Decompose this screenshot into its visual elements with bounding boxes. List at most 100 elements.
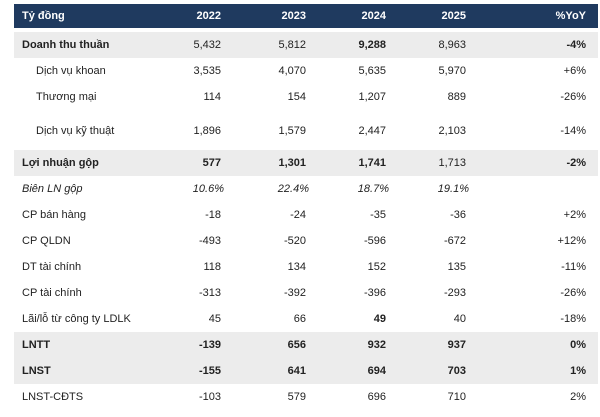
cell-2022: -313 xyxy=(198,287,221,299)
table-row: LNST -155 641 694 703 1% xyxy=(14,358,598,384)
row-label: Dịch vụ kỹ thuật xyxy=(36,125,115,137)
cell-2022: -493 xyxy=(198,235,221,247)
row-label: CP bán hàng xyxy=(22,209,87,221)
row-label: LNST-CĐTS xyxy=(22,391,84,403)
cell-2024: -35 xyxy=(370,209,386,221)
cell-2022: -139 xyxy=(198,339,221,351)
cell-2022: 1,896 xyxy=(193,125,221,137)
cell-2024: 1,207 xyxy=(358,91,386,103)
cell-2023: 4,070 xyxy=(278,65,306,77)
header-yoy: %YoY xyxy=(555,10,586,22)
cell-2025: -672 xyxy=(443,235,466,247)
table-row: Lãi/lỗ từ công ty LDLK 45 66 49 40 -18% xyxy=(14,306,598,332)
header-unit-label: Tỷ đồng xyxy=(22,10,65,22)
header-2023: 2023 xyxy=(281,10,306,22)
cell-2024: 9,288 xyxy=(358,39,386,51)
cell-2023: 656 xyxy=(287,339,306,351)
cell-2024: 18.7% xyxy=(357,183,389,195)
cell-2023: 66 xyxy=(293,313,306,325)
row-label: LNST xyxy=(22,365,51,377)
table-row: Thương mại 114 154 1,207 889 -26% xyxy=(14,84,598,110)
cell-2024: 696 xyxy=(367,391,386,403)
table-row: DT tài chính 118 134 152 135 -11% xyxy=(14,254,598,280)
table-row: CP QLDN -493 -520 -596 -672 +12% xyxy=(14,228,598,254)
row-label: DT tài chính xyxy=(22,261,82,273)
cell-2023: 1,579 xyxy=(278,125,306,137)
table-header: Tỷ đồng 2022 2023 2024 2025 %YoY xyxy=(14,4,598,28)
header-2024: 2024 xyxy=(361,10,386,22)
header-2022: 2022 xyxy=(196,10,221,22)
table-row: LNST-CĐTS -103 579 696 710 2% xyxy=(14,384,598,410)
row-label: Doanh thu thuần xyxy=(22,39,110,51)
financial-table: Tỷ đồng 2022 2023 2024 2025 %YoY Doanh t… xyxy=(14,4,598,410)
cell-2025: 8,963 xyxy=(438,39,466,51)
cell-2022: -155 xyxy=(198,365,221,377)
table-row: CP bán hàng -18 -24 -35 -36 +2% xyxy=(14,202,598,228)
cell-2025: 19.1% xyxy=(437,183,469,195)
cell-yoy: +6% xyxy=(563,65,586,77)
cell-2023: -392 xyxy=(283,287,306,299)
cell-yoy: +12% xyxy=(557,235,586,247)
row-label: CP tài chính xyxy=(22,287,82,299)
cell-2024: 694 xyxy=(367,365,386,377)
header-2025: 2025 xyxy=(441,10,466,22)
cell-2025: 937 xyxy=(447,339,466,351)
row-label: Thương mại xyxy=(36,91,97,103)
cell-2022: 118 xyxy=(203,261,221,273)
row-label: Biên LN gộp xyxy=(22,183,83,195)
cell-yoy: -18% xyxy=(560,313,586,325)
cell-2025: 5,970 xyxy=(438,65,466,77)
cell-2022: 114 xyxy=(203,91,221,103)
cell-2022: 10.6% xyxy=(192,183,224,195)
cell-2025: 40 xyxy=(453,313,466,325)
cell-2023: -520 xyxy=(283,235,306,247)
cell-2022: -18 xyxy=(205,209,221,221)
cell-2025: 703 xyxy=(447,365,466,377)
cell-2025: 889 xyxy=(447,91,466,103)
row-label: LNTT xyxy=(22,339,51,351)
cell-2025: 135 xyxy=(447,261,466,273)
cell-2022: 5,432 xyxy=(193,39,221,51)
row-label: Lãi/lỗ từ công ty LDLK xyxy=(22,313,131,325)
row-label: Lợi nhuận gộp xyxy=(22,157,99,169)
cell-2024: 5,635 xyxy=(358,65,386,77)
cell-yoy: 2% xyxy=(570,391,586,403)
cell-2022: 577 xyxy=(202,157,221,169)
cell-yoy: -11% xyxy=(561,261,586,273)
cell-yoy: -26% xyxy=(560,91,586,103)
table-row: Dịch vụ kỹ thuật 1,896 1,579 2,447 2,103… xyxy=(14,118,598,144)
cell-2024: 932 xyxy=(367,339,386,351)
cell-2025: -293 xyxy=(443,287,466,299)
cell-2025: 1,713 xyxy=(438,157,466,169)
cell-yoy: -4% xyxy=(566,39,586,51)
cell-2023: 579 xyxy=(287,391,306,403)
cell-yoy: -26% xyxy=(560,287,586,299)
cell-2023: 134 xyxy=(287,261,306,273)
table-row: LNTT -139 656 932 937 0% xyxy=(14,332,598,358)
row-label: CP QLDN xyxy=(22,235,71,247)
cell-2023: 22.4% xyxy=(277,183,309,195)
cell-2022: -103 xyxy=(198,391,221,403)
table-row: CP tài chính -313 -392 -396 -293 -26% xyxy=(14,280,598,306)
cell-2025: 2,103 xyxy=(438,125,466,137)
cell-2022: 3,535 xyxy=(193,65,221,77)
cell-yoy: +2% xyxy=(563,209,586,221)
cell-2024: 2,447 xyxy=(358,125,386,137)
cell-2025: 710 xyxy=(447,391,466,403)
cell-2022: 45 xyxy=(208,313,221,325)
cell-2024: 152 xyxy=(367,261,386,273)
cell-2024: 49 xyxy=(373,313,386,325)
cell-2025: -36 xyxy=(450,209,466,221)
cell-2023: 641 xyxy=(287,365,306,377)
cell-yoy: 1% xyxy=(570,365,586,377)
cell-2024: 1,741 xyxy=(358,157,386,169)
cell-2023: -24 xyxy=(290,209,306,221)
row-label: Dịch vụ khoan xyxy=(36,65,106,77)
cell-yoy: 0% xyxy=(570,339,586,351)
table-row: Lợi nhuận gộp 577 1,301 1,741 1,713 -2% xyxy=(14,150,598,176)
cell-2023: 1,301 xyxy=(278,157,306,169)
cell-2024: -596 xyxy=(363,235,386,247)
table-row: Doanh thu thuần 5,432 5,812 9,288 8,963 … xyxy=(14,32,598,58)
cell-yoy: -2% xyxy=(566,157,586,169)
cell-2023: 5,812 xyxy=(278,39,306,51)
